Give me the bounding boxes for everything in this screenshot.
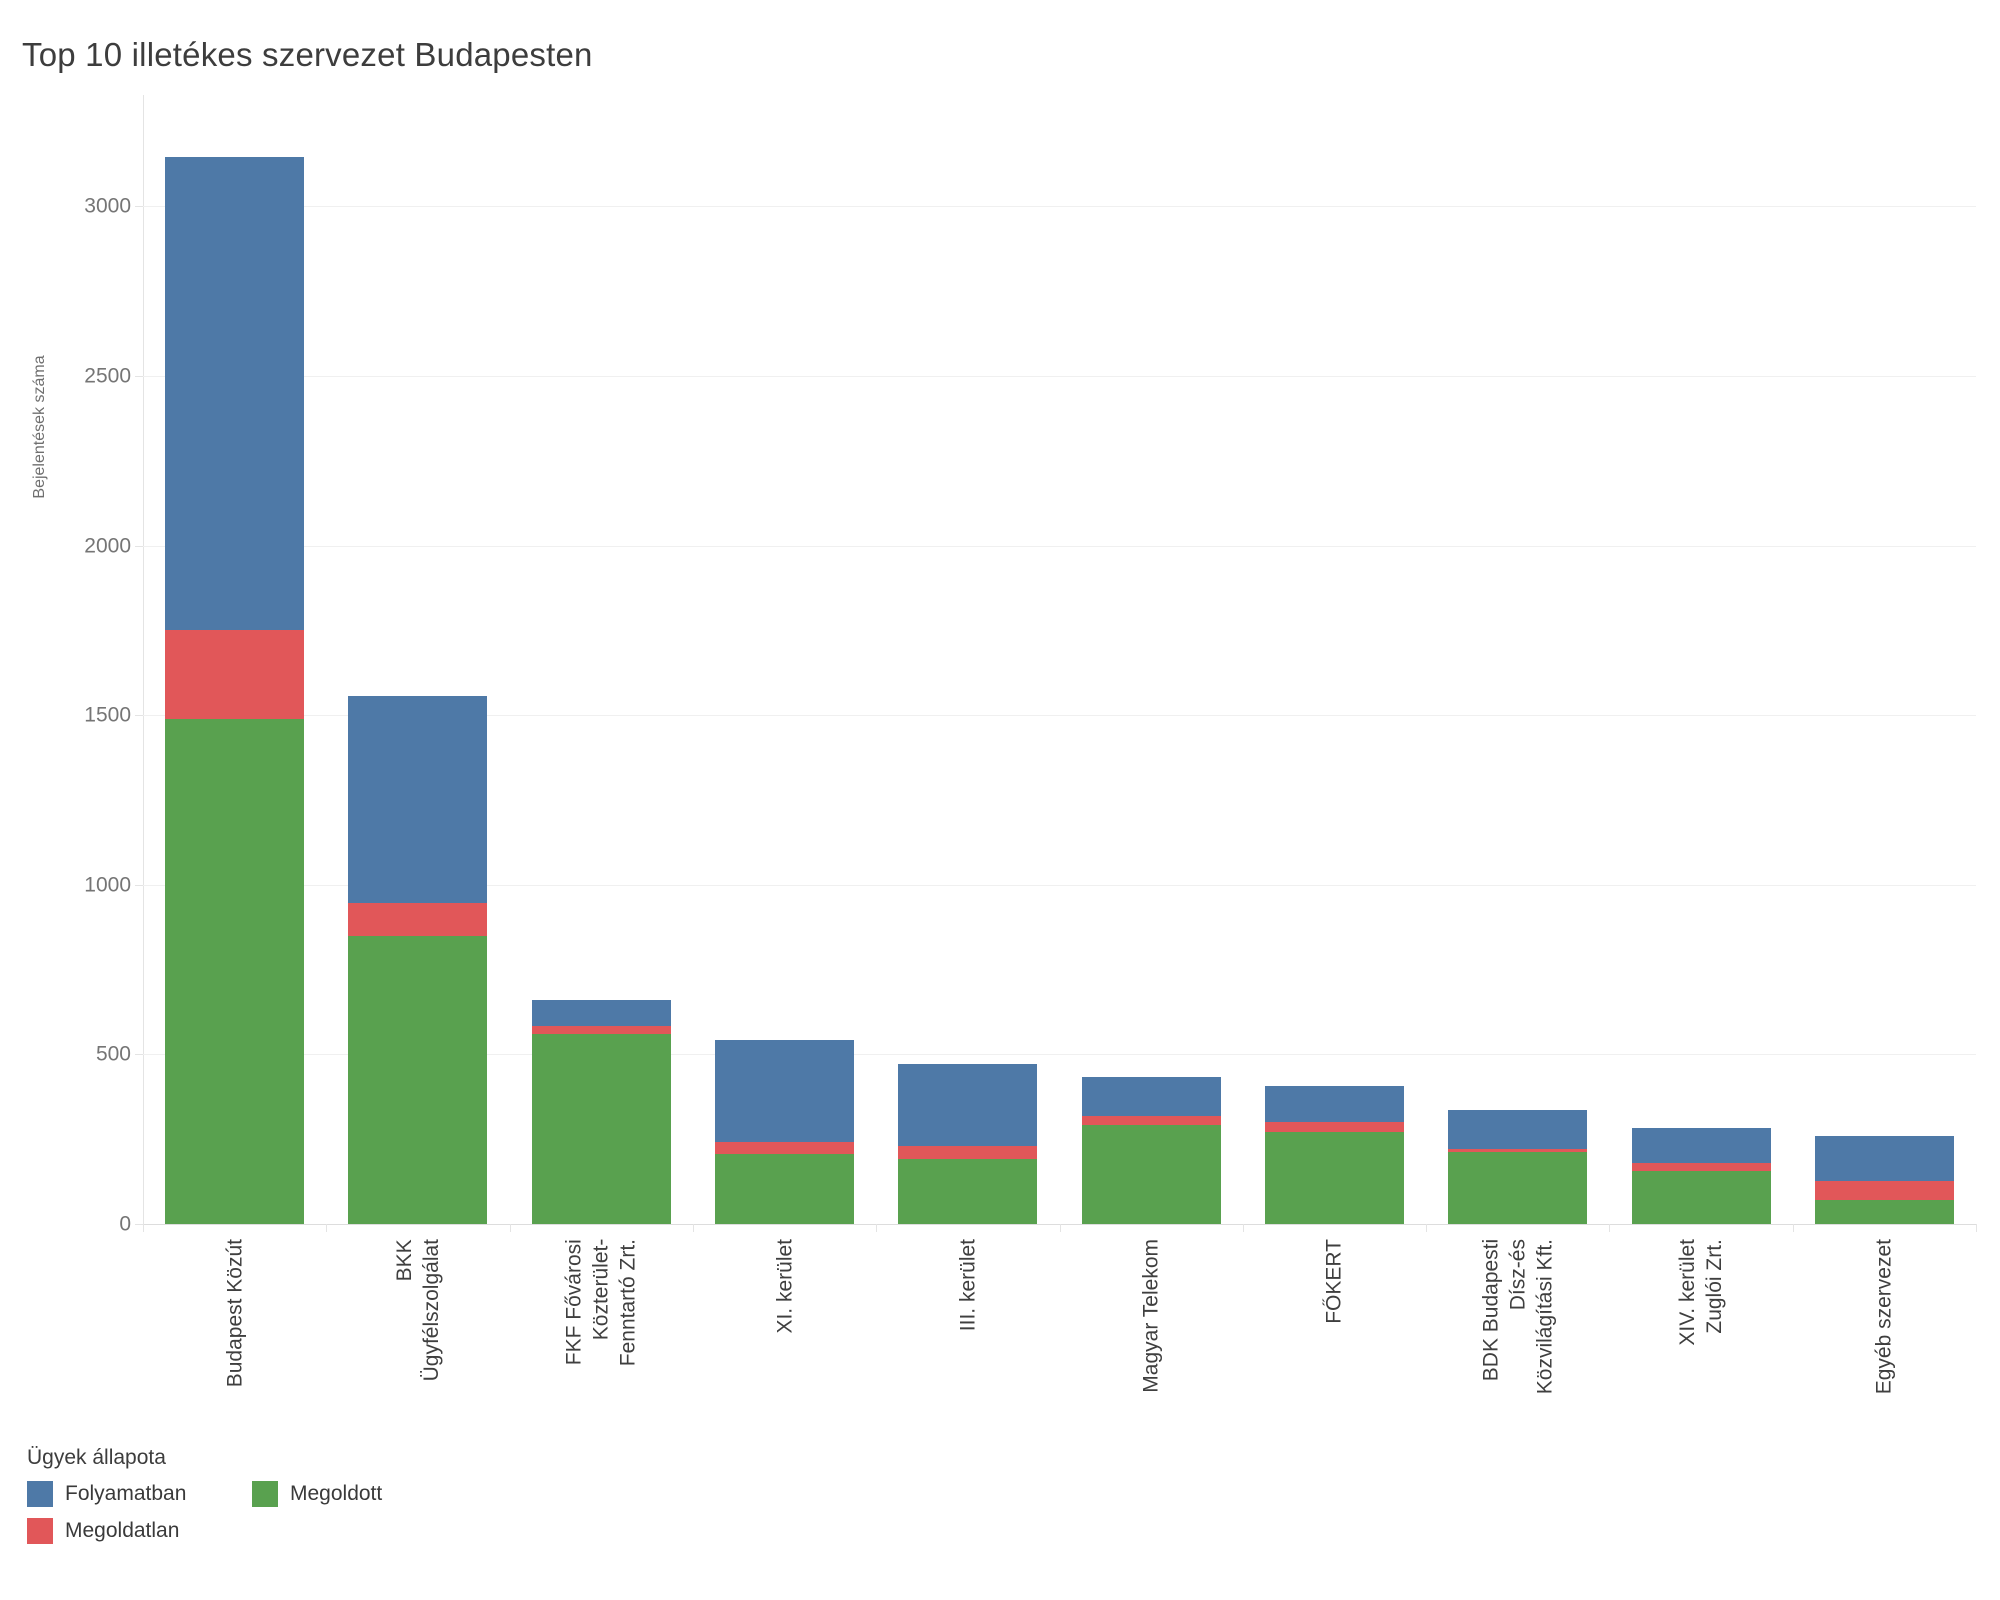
y-tick-mark (135, 1054, 143, 1056)
x-axis-label: BKK Ügyfélszolgálat (391, 1239, 445, 1386)
legend-item-megoldatlan[interactable]: Megoldatlan (27, 1518, 252, 1544)
x-axis-label: Egyéb szervezet (1871, 1239, 1898, 1399)
bar-segment-megoldott[interactable] (531, 1034, 671, 1224)
x-tick-mark (509, 1224, 511, 1232)
gridline (143, 376, 1976, 377)
bar-segment-megoldott[interactable] (1081, 1124, 1221, 1224)
x-axis-label-text: Magyar Telekom (1139, 1239, 1163, 1393)
x-axis-label: FŐKERT (1321, 1239, 1348, 1329)
legend-swatch (27, 1481, 53, 1507)
bar-segment-megoldott[interactable] (348, 936, 488, 1224)
y-tick-mark (135, 884, 143, 886)
bar-segment-megoldatlan[interactable] (1264, 1122, 1404, 1133)
x-tick-mark (1609, 1224, 1611, 1232)
bar-segment-megoldatlan[interactable] (1631, 1163, 1771, 1172)
bar-segment-megoldatlan[interactable] (1081, 1116, 1221, 1125)
x-axis-label-text: BKK Ügyfélszolgálat (392, 1239, 443, 1382)
y-tick-label: 2000 (84, 534, 131, 558)
x-axis-label-text: FŐKERT (1322, 1239, 1346, 1324)
bar-segment-megoldott[interactable] (715, 1154, 855, 1224)
x-axis-label: BDK Budapesti Dísz-és Közvilágítási Kft. (1477, 1239, 1558, 1399)
legend-title: Ügyek állapota (27, 1446, 166, 1469)
bar-segment-folyamatban[interactable] (898, 1063, 1038, 1146)
gridline (143, 884, 1976, 886)
legend-swatch (27, 1518, 53, 1544)
bar-segment-folyamatban[interactable] (715, 1040, 855, 1142)
x-axis-label-text: FKF Fővárosi Közterület- Fenntartó Zrt. (562, 1239, 640, 1367)
x-axis-label-text: XI. kerület (773, 1239, 797, 1334)
x-axis-label-text: XIV. kerület Zuglói Zrt. (1676, 1239, 1727, 1346)
bar-segment-folyamatban[interactable] (165, 157, 305, 631)
x-tick-mark (143, 1224, 144, 1232)
legend-label: Megoldatlan (65, 1519, 180, 1542)
legend-label: Megoldott (290, 1482, 383, 1505)
legend-items: Folyamatban Megoldott Megoldatlan (27, 1481, 382, 1544)
bar-segment-megoldatlan[interactable] (1814, 1180, 1954, 1200)
bar-segment-megoldatlan[interactable] (898, 1145, 1038, 1159)
bar-segment-megoldott[interactable] (898, 1158, 1038, 1224)
x-axis-label: FKF Fővárosi Közterület- Fenntartó Zrt. (561, 1239, 642, 1371)
legend-item-megoldott[interactable]: Megoldott (252, 1481, 382, 1507)
x-tick-mark (1242, 1224, 1244, 1232)
gridline (143, 1054, 1976, 1056)
x-axis-label-text: BDK Budapesti Dísz-és Közvilágítási Kft. (1479, 1239, 1557, 1395)
x-tick-mark (692, 1224, 694, 1232)
x-axis-label: Magyar Telekom (1138, 1239, 1165, 1398)
bar-segment-folyamatban[interactable] (1814, 1135, 1954, 1181)
x-tick-mark (876, 1224, 878, 1232)
legend: Ügyek állapota Folyamatban Megoldott Megol… (27, 1446, 382, 1544)
y-tick-mark (135, 376, 143, 377)
y-tick-label: 1500 (84, 703, 131, 727)
y-tick-mark (135, 545, 143, 547)
y-tick-mark (135, 206, 143, 208)
x-axis-label: XI. kerület (771, 1239, 798, 1339)
y-tick-mark (135, 1224, 143, 1225)
y-tick-label: 1000 (84, 873, 131, 897)
bar-segment-folyamatban[interactable] (1264, 1085, 1404, 1123)
bar-segment-megoldott[interactable] (1814, 1199, 1954, 1224)
x-axis-label: III. kerület (954, 1239, 981, 1336)
x-axis-label: Budapest Közút (221, 1239, 248, 1392)
bar-segment-megoldatlan[interactable] (165, 630, 305, 719)
gridline (143, 715, 1976, 717)
chart-title: Top 10 illetékes szervezet Budapesten (22, 36, 593, 73)
gridline (143, 545, 1976, 547)
bar-segment-megoldott[interactable] (165, 718, 305, 1224)
legend-label: Folyamatban (65, 1482, 187, 1505)
bar-segment-megoldott[interactable] (1264, 1132, 1404, 1224)
bar-segment-megoldatlan[interactable] (531, 1026, 671, 1035)
x-tick-mark (1792, 1224, 1794, 1232)
bar-segment-megoldott[interactable] (1448, 1151, 1588, 1224)
bar-segment-folyamatban[interactable] (1631, 1127, 1771, 1164)
x-axis-label-text: Budapest Közút (223, 1239, 247, 1388)
bar-segment-folyamatban[interactable] (1448, 1110, 1588, 1150)
y-axis-line (143, 95, 144, 1232)
legend-swatch (252, 1481, 278, 1507)
bar-segment-megoldatlan[interactable] (1448, 1149, 1588, 1152)
y-tick-label: 3000 (84, 194, 131, 218)
x-axis-label: XIV. kerület Zuglói Zrt. (1674, 1239, 1728, 1351)
bar-segment-folyamatban[interactable] (348, 696, 488, 904)
y-tick-label: 500 (95, 1042, 131, 1066)
gridline (143, 206, 1976, 208)
x-tick-mark (1426, 1224, 1428, 1232)
bar-segment-folyamatban[interactable] (1081, 1076, 1221, 1117)
bar-segment-megoldatlan[interactable] (348, 903, 488, 937)
x-tick-mark (1976, 1224, 1977, 1232)
bar-segment-megoldott[interactable] (1631, 1171, 1771, 1224)
bar-segment-folyamatban[interactable] (531, 1000, 671, 1027)
x-axis-label-text: III. kerület (956, 1239, 980, 1332)
x-tick-mark (1059, 1224, 1061, 1232)
x-axis-label-text: Egyéb szervezet (1872, 1239, 1896, 1395)
y-tick-mark (135, 715, 143, 717)
legend-item-folyamatban[interactable]: Folyamatban (27, 1481, 252, 1507)
bar-segment-megoldatlan[interactable] (715, 1141, 855, 1155)
x-tick-mark (326, 1224, 328, 1232)
y-tick-label: 0 (119, 1212, 131, 1236)
y-tick-label: 2500 (84, 364, 131, 388)
